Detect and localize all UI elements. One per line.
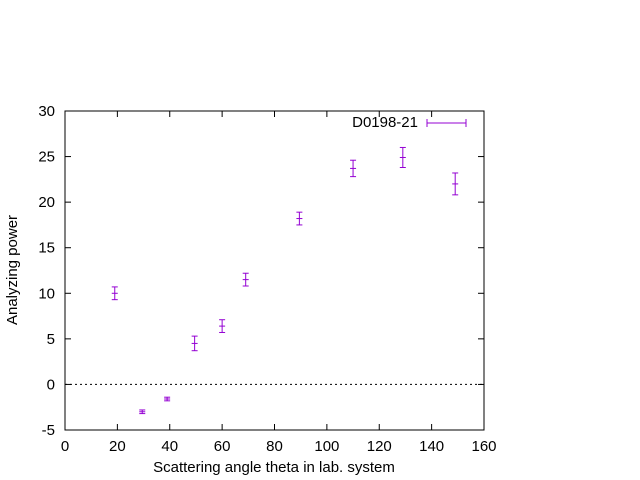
- legend-label: D0198-21: [352, 114, 418, 131]
- y-axis-label: Analyzing power: [4, 215, 21, 325]
- data-point: [219, 319, 226, 333]
- x-tick-label: 80: [266, 438, 283, 455]
- x-tick-label: 0: [61, 438, 69, 455]
- data-point: [452, 172, 459, 196]
- y-tick-label: 0: [47, 376, 55, 393]
- y-tick-label: 15: [38, 240, 55, 257]
- axis-ticks: [64, 110, 485, 431]
- data-points: [111, 146, 459, 415]
- tick-labels: 0 20 40 60 80 100 120 140 160 -5 0 5 10 15 20 25 30: [38, 103, 496, 455]
- data-point: [191, 335, 198, 352]
- data-point: [242, 272, 249, 287]
- data-point: [296, 211, 303, 226]
- x-tick-label: 20: [109, 438, 126, 455]
- y-tick-label: 20: [38, 194, 55, 211]
- data-point: [399, 146, 406, 169]
- plot-frame: [64, 110, 485, 431]
- x-tick-label: 60: [214, 438, 231, 455]
- data-point: [164, 396, 171, 402]
- data-point: [350, 159, 357, 178]
- legend: D0198-21: [352, 114, 467, 131]
- y-tick-label: 25: [38, 149, 55, 166]
- x-tick-label: 140: [419, 438, 444, 455]
- x-tick-label: 100: [314, 438, 339, 455]
- x-axis-label: Scattering angle theta in lab. system: [153, 459, 395, 476]
- x-tick-label: 40: [161, 438, 178, 455]
- y-tick-label: 5: [47, 331, 55, 348]
- x-tick-label: 120: [367, 438, 392, 455]
- y-tick-label: 30: [38, 103, 55, 120]
- y-tick-label: 10: [38, 285, 55, 302]
- data-point: [111, 286, 118, 301]
- y-tick-label: -5: [42, 422, 55, 439]
- data-point: [139, 409, 146, 415]
- x-tick-label: 160: [471, 438, 496, 455]
